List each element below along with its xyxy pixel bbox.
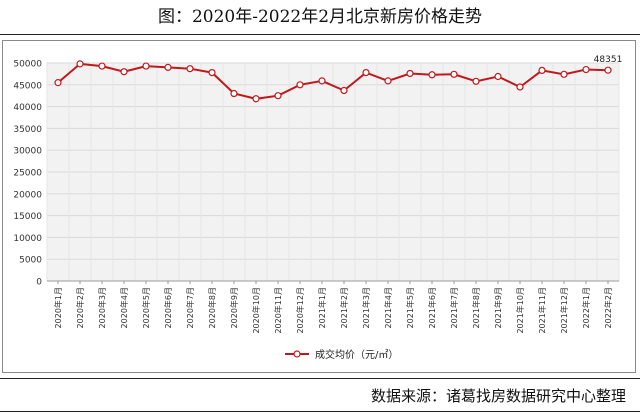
chart-title: 图：2020年-2022年2月北京新房价格走势 bbox=[0, 0, 640, 35]
x-tick-label: 2021年9月 bbox=[493, 287, 503, 328]
series-points bbox=[54, 60, 612, 103]
data-point bbox=[208, 68, 216, 77]
data-label: 48351 bbox=[594, 55, 623, 65]
data-point bbox=[230, 89, 238, 98]
x-tick-label: 2020年2月 bbox=[75, 287, 85, 328]
data-point bbox=[54, 79, 62, 87]
data-point bbox=[384, 77, 392, 85]
data-point bbox=[604, 66, 612, 74]
x-tick-label: 2020年8月 bbox=[207, 287, 217, 328]
data-point bbox=[296, 81, 304, 89]
x-tick-label: 2020年1月 bbox=[53, 287, 63, 328]
data-point bbox=[472, 77, 480, 85]
y-tick-label: 40000 bbox=[13, 103, 42, 113]
y-tick-label: 30000 bbox=[13, 147, 42, 157]
x-tick-label: 2021年2月 bbox=[339, 287, 349, 328]
y-tick-label: 5000 bbox=[19, 256, 42, 266]
y-axis-ticks: 0 5000 10000 15000 20000 25000 30000 35000 40000… bbox=[13, 60, 42, 288]
x-tick-label: 2022年1月 bbox=[581, 287, 591, 328]
chart-frame: 0 5000 10000 15000 20000 25000 30000 35000 40000… bbox=[2, 40, 636, 373]
series-line bbox=[57, 62, 609, 100]
x-tick-label: 2022年2月 bbox=[603, 287, 613, 328]
x-tick-label: 2020年7月 bbox=[185, 287, 195, 328]
y-tick-label: 25000 bbox=[13, 169, 42, 179]
y-tick-label: 35000 bbox=[13, 125, 42, 135]
x-tick-label: 2020年11月 bbox=[273, 287, 283, 334]
bottom-divider bbox=[0, 411, 640, 412]
data-point bbox=[120, 68, 128, 76]
x-tick-label: 2021年11月 bbox=[537, 287, 547, 334]
data-point bbox=[98, 62, 106, 70]
data-point bbox=[450, 70, 458, 78]
x-tick-label: 2020年4月 bbox=[119, 287, 129, 328]
legend-label: 成交均价（元/㎡） bbox=[315, 348, 398, 361]
data-point bbox=[516, 83, 524, 91]
x-tick-label: 2020年6月 bbox=[163, 287, 173, 328]
data-point bbox=[164, 63, 172, 71]
x-tick-label: 2021年6月 bbox=[427, 287, 437, 328]
x-tick-label: 2021年10月 bbox=[515, 287, 525, 334]
x-tick-label: 2020年3月 bbox=[97, 287, 107, 328]
data-point bbox=[406, 69, 414, 78]
x-tick-label: 2021年7月 bbox=[449, 287, 459, 328]
source-note: 数据来源：诸葛找房数据研究中心整理 bbox=[370, 387, 626, 405]
x-tick-label: 2021年5月 bbox=[405, 287, 415, 328]
data-point bbox=[142, 62, 150, 70]
line-chart: 0 5000 10000 15000 20000 25000 30000 35000 40000… bbox=[13, 55, 623, 361]
data-point bbox=[252, 95, 260, 103]
data-point bbox=[318, 77, 326, 85]
data-point bbox=[76, 60, 84, 68]
x-tick-label: 2021年1月 bbox=[317, 287, 327, 328]
x-tick-label: 2020年10月 bbox=[251, 287, 261, 334]
x-tick-label: 2020年5月 bbox=[141, 287, 151, 328]
data-point bbox=[494, 72, 502, 81]
legend: 成交均价（元/㎡） bbox=[285, 348, 398, 361]
footer-divider bbox=[0, 378, 640, 379]
y-tick-label: 45000 bbox=[13, 81, 42, 91]
data-point bbox=[362, 68, 370, 77]
y-tick-label: 15000 bbox=[13, 212, 42, 222]
data-point bbox=[340, 86, 348, 95]
x-tick-label: 2020年9月 bbox=[229, 287, 239, 328]
x-tick-label: 2021年8月 bbox=[471, 287, 481, 328]
data-point bbox=[560, 70, 568, 78]
x-tick-label: 2021年12月 bbox=[559, 287, 569, 334]
legend-swatch-marker bbox=[293, 350, 301, 358]
x-tick-label: 2021年4月 bbox=[383, 287, 393, 328]
y-tick-label: 50000 bbox=[13, 60, 42, 70]
annotations: 48351 bbox=[594, 55, 623, 65]
data-point bbox=[428, 71, 436, 79]
y-tick-label: 10000 bbox=[13, 234, 42, 244]
y-tick-label: 0 bbox=[36, 278, 42, 288]
x-tick-label: 2021年3月 bbox=[361, 287, 371, 328]
y-tick-label: 20000 bbox=[13, 190, 42, 200]
x-axis-ticks: 2020年1月 2020年2月 2020年3月 2020年4月 2020年5月 2020年… bbox=[53, 281, 613, 334]
data-point bbox=[582, 65, 590, 74]
x-tick-label: 2020年12月 bbox=[295, 287, 305, 334]
data-point bbox=[186, 65, 194, 73]
data-point bbox=[274, 92, 282, 100]
data-point bbox=[538, 66, 546, 75]
